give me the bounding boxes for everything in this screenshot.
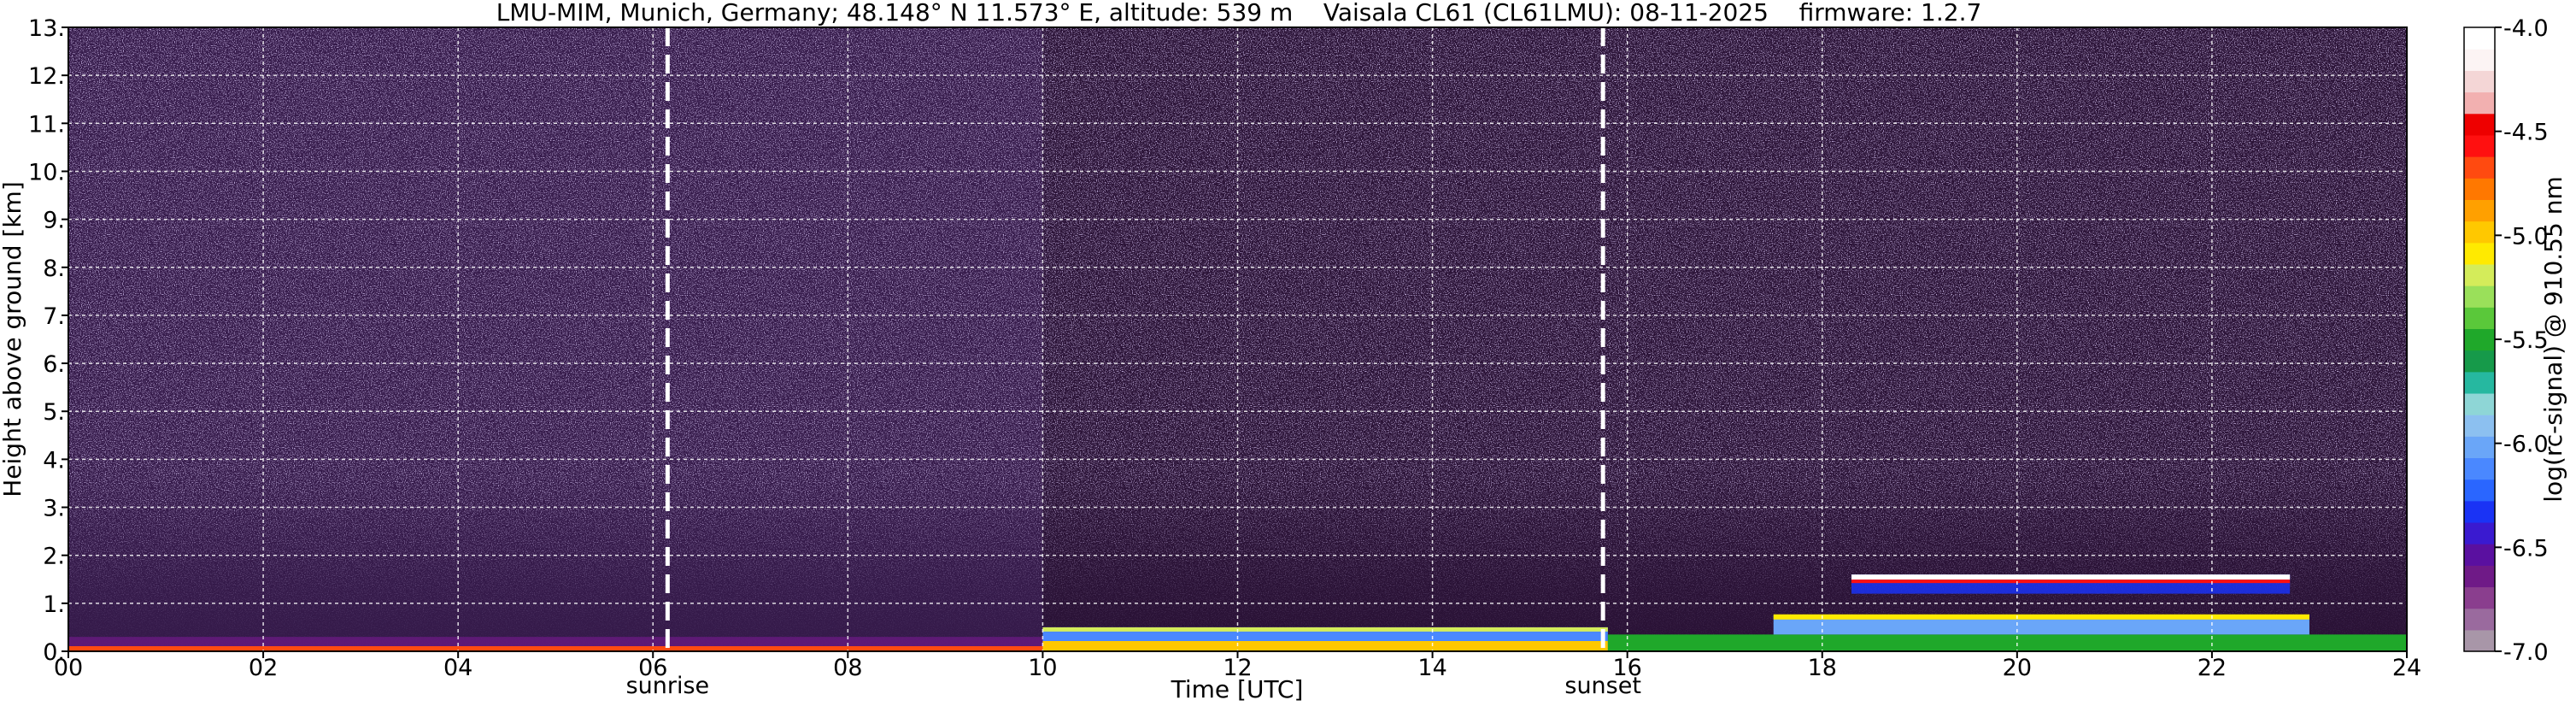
colorbar-tick-label: -7.0 xyxy=(2503,639,2549,666)
x-tick-label: 10 xyxy=(1028,655,1057,681)
plot-area xyxy=(68,27,2407,651)
colorbar-swatch xyxy=(2464,629,2495,652)
feature-1 xyxy=(1042,614,2407,651)
event-label-sunset: sunset xyxy=(1564,673,1641,699)
colorbar-swatch xyxy=(2464,586,2495,609)
colorbar-swatch xyxy=(2464,134,2495,157)
colorbar-swatch xyxy=(2464,544,2495,566)
annotations: sunrise sunset xyxy=(626,673,1641,699)
colorbar-swatch xyxy=(2464,500,2495,523)
y-tick-label: 1. xyxy=(43,591,65,618)
y-tick-label: 6. xyxy=(43,351,65,378)
chart-title: LMU-MIM, Munich, Germany; 48.148° N 11.5… xyxy=(496,0,1982,26)
colorbar-swatch xyxy=(2464,479,2495,502)
y-tick-label: 8. xyxy=(43,256,65,282)
x-tick-label: 08 xyxy=(833,655,862,681)
colorbar-tick-label: -6.5 xyxy=(2503,535,2549,562)
boundary-layer-base xyxy=(1042,641,1608,651)
colorbar-swatch xyxy=(2464,608,2495,631)
y-axis: 0. 1. 2. 3. 4. 5. 6. 7. 8. 9. 10. 11. 12. 13. xyxy=(28,15,68,666)
colorbar-swatch xyxy=(2464,328,2495,351)
x-tick-label: 04 xyxy=(443,655,472,681)
colorbar-swatch xyxy=(2464,350,2495,373)
colorbar-swatch xyxy=(2464,49,2495,71)
y-tick-label: 0. xyxy=(43,639,65,666)
colorbar-swatch xyxy=(2464,113,2495,136)
colorbar-swatch xyxy=(2464,436,2495,459)
colorbar-swatch xyxy=(2464,221,2495,244)
colorbar-ticks: -4.0 -4.5 -5.0 -5.5 -6.0 -6.5 -7.0 xyxy=(2495,15,2549,666)
x-tick-label: 16 xyxy=(1612,655,1641,681)
y-tick-label: 7. xyxy=(43,303,65,330)
y-tick-label: 2. xyxy=(43,544,65,570)
colorbar-tick-label: -4.5 xyxy=(2503,120,2549,146)
evening-aerosol-top xyxy=(1773,614,2309,620)
colorbar-swatch xyxy=(2464,70,2495,93)
x-axis: 00 02 04 06 08 10 12 14 16 18 20 22 24 xyxy=(54,651,2421,681)
colorbar-tick-label: -5.0 xyxy=(2503,223,2549,250)
colorbar-swatch xyxy=(2464,565,2495,588)
y-tick-label: 12. xyxy=(28,63,65,90)
colorbar-swatch xyxy=(2464,285,2495,308)
cloud-layer-edge xyxy=(1851,580,2291,584)
colorbar-tick-label: -6.0 xyxy=(2503,432,2549,458)
y-tick-label: 11. xyxy=(28,111,65,138)
colorbar xyxy=(2463,26,2496,652)
y-tick-label: 3. xyxy=(43,496,65,522)
colorbar-tick-label: -5.5 xyxy=(2503,327,2549,354)
event-label-sunrise: sunrise xyxy=(626,673,710,699)
x-tick-label: 24 xyxy=(2392,655,2421,681)
sun-event-lines xyxy=(665,27,1605,651)
colorbar-swatch xyxy=(2464,415,2495,437)
x-tick-label: 12 xyxy=(1223,655,1252,681)
x-axis-label: Time [UTC] xyxy=(1171,675,1304,703)
evening-low-layer xyxy=(1607,634,2407,651)
colorbar-swatch xyxy=(2464,242,2495,265)
y-tick-label: 5. xyxy=(43,399,65,426)
colorbar-swatch xyxy=(2464,371,2495,394)
colorbar-swatch xyxy=(2464,156,2495,179)
grid-lines xyxy=(68,27,2407,651)
colorbar-swatch xyxy=(2464,392,2495,415)
x-tick-label: 18 xyxy=(1808,655,1837,681)
y-tick-label: 13. xyxy=(28,15,65,42)
x-tick-label: 00 xyxy=(54,655,83,681)
colorbar-swatch xyxy=(2464,199,2495,222)
colorbar-swatch xyxy=(2464,307,2495,330)
colorbar-swatch xyxy=(2464,91,2495,115)
x-tick-label: 20 xyxy=(2003,655,2032,681)
colorbar-swatch xyxy=(2464,263,2495,286)
y-tick-label: 10. xyxy=(28,159,65,185)
x-tick-label: 22 xyxy=(2198,655,2227,681)
boundary-layer-top xyxy=(1042,627,1608,632)
x-tick-label: 14 xyxy=(1417,655,1446,681)
colorbar-swatch xyxy=(2464,457,2495,480)
colorbar-label: log(rc-signal) @ 910.55 nm xyxy=(2539,176,2567,502)
y-tick-label: 9. xyxy=(43,208,65,234)
colorbar-swatch xyxy=(2464,178,2495,200)
x-tick-label: 06 xyxy=(638,655,667,681)
colorbar-swatch xyxy=(2464,521,2495,544)
y-tick-label: 4. xyxy=(43,447,65,474)
colorbar-tick-label: -4.0 xyxy=(2503,15,2549,42)
feature-2 xyxy=(1851,574,2291,594)
cloud-layer-top xyxy=(1851,574,2291,580)
colorbar-swatch xyxy=(2464,27,2495,50)
y-axis-label: Height above ground [km] xyxy=(0,181,26,497)
evening-aerosol-layer xyxy=(1773,615,2309,635)
signal-noise xyxy=(68,27,2407,651)
x-tick-label: 02 xyxy=(249,655,278,681)
